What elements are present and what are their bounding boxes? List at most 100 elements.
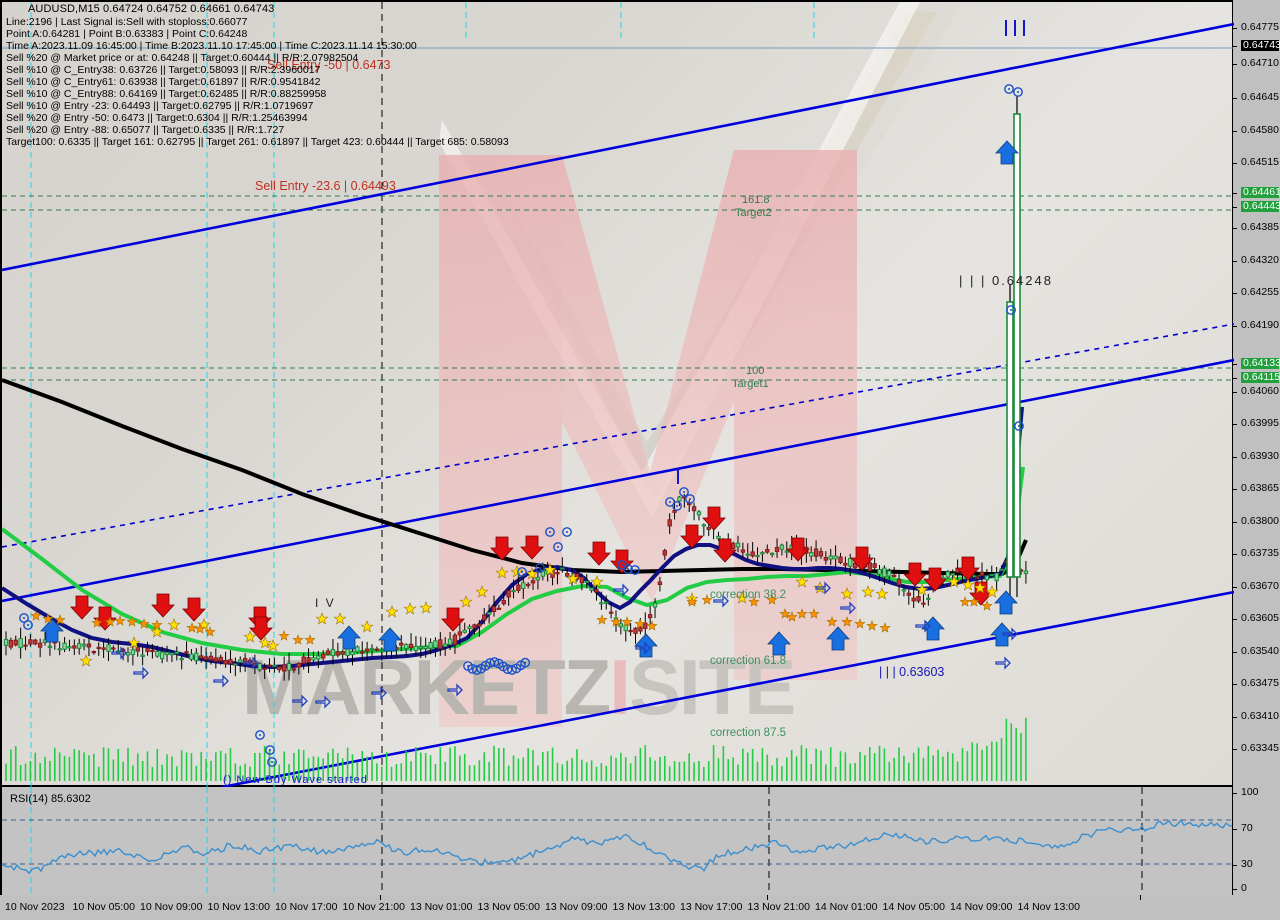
candle-body [618,623,624,628]
price-axis-tick [1233,98,1237,99]
candle-body [447,638,453,646]
candle-body [3,638,9,646]
candle-body [228,659,233,665]
price-axis[interactable]: 0.64775 0.64743 0.64710 0.64645 0.64580 0.645… [1232,0,1280,785]
candle-body [589,587,594,591]
star-marker-icon [495,566,509,579]
star-marker-icon [385,605,399,618]
candle-body [643,622,648,629]
flag-marker-icon [111,646,127,660]
rsi-pane[interactable]: RSI(14) 85.6302 [0,785,1234,899]
rsi-line [2,818,1233,875]
candle-body [755,554,760,558]
candle-body [584,580,589,584]
price-axis-tick [1233,28,1237,29]
star-marker-icon [610,616,622,627]
price-axis-target-label: 0.64115 [1241,371,1280,383]
star-marker-icon [808,608,820,619]
candle-body [677,496,682,502]
candle-body [823,557,829,561]
star-marker-icon [475,585,489,598]
rsi-axis[interactable]: 100 70 30 0 [1232,785,1280,895]
star-marker-icon [126,616,138,627]
time-axis-label: 14 Nov 05:00 [882,901,945,913]
candle-body [13,639,18,646]
rsi-axis-label: 0 [1241,882,1247,894]
star-marker-icon [138,618,150,629]
star-marker-icon [127,636,141,649]
star-marker-icon [879,622,891,633]
circle-marker-dot [621,564,623,566]
flag-marker-icon [713,594,729,608]
buy-arrow-icon [826,626,850,651]
sell-arrow-icon [903,562,927,587]
price-axis-tick [1233,652,1237,653]
rsi-axis-tick [1233,793,1237,794]
candle-body [364,648,370,652]
star-marker-icon [186,622,198,633]
flag-marker-icon [447,683,463,697]
candle-body [482,614,487,621]
circle-marker-icon [1013,87,1023,97]
candle-body [633,627,638,634]
candle-body [443,643,448,647]
regression-line [2,323,1234,548]
star-marker-icon [735,591,749,604]
candle-body [399,642,404,646]
star-marker-icon [360,620,374,633]
star-marker-icon [766,594,778,605]
sell-arrow-icon [70,595,94,620]
candle-body [101,647,106,650]
flag-marker-icon [915,619,931,633]
price-axis-tick [1233,684,1237,685]
star-marker-icon [841,616,853,627]
candle-body [506,590,511,598]
price-axis-tick [1233,364,1237,365]
candle-body [657,581,663,585]
candle-body [135,646,140,652]
candle-body [67,646,72,649]
candle-body [257,663,262,671]
candle-body [164,651,170,656]
candle-body [599,602,604,605]
candle-body [989,573,994,577]
candle-body [91,650,97,654]
sell-arrow-icon [587,541,611,566]
price-pane[interactable]: MARKETZISITE [0,0,1234,787]
price-axis-tick [1233,522,1237,523]
time-axis[interactable]: 10 Nov 2023 10 Nov 05:00 10 Nov 09:00 10 No… [0,895,1280,920]
signal-markers [19,84,1024,767]
star-marker-icon [840,587,854,600]
star-marker-icon [947,575,961,588]
price-axis-target-label: 0.64443 [1241,200,1280,212]
circle-marker-dot [689,498,691,500]
price-axis-tick [1233,293,1237,294]
star-marker-icon [973,581,987,594]
sell-arrow-icon [151,593,175,618]
candle-body [872,563,877,568]
sell-arrow-icon [249,616,273,641]
flag-marker-icon [371,686,387,700]
circle-marker-dot [524,661,527,664]
ma-slow-black [2,378,1028,576]
candle-body [594,589,599,593]
candle-body [452,634,458,646]
circle-marker-icon [1006,305,1016,315]
sell-arrow-icon [786,537,810,562]
rsi-bands [2,819,1234,865]
sell-arrow-icon [969,581,993,606]
candle-body [740,549,746,553]
candle-body [818,551,824,557]
candle-body [184,651,189,654]
flag-marker-icon [133,666,149,680]
candle-body [565,573,570,577]
candle-body [833,555,838,560]
star-marker-icon [866,620,878,631]
candle-body [321,653,326,659]
star-marker-icon [961,578,975,591]
star-marker-icon [150,625,164,638]
time-axis-label: 13 Nov 09:00 [545,901,608,913]
star-marker-icon [748,596,760,607]
candle-body [716,535,721,540]
candle-body [272,664,277,668]
